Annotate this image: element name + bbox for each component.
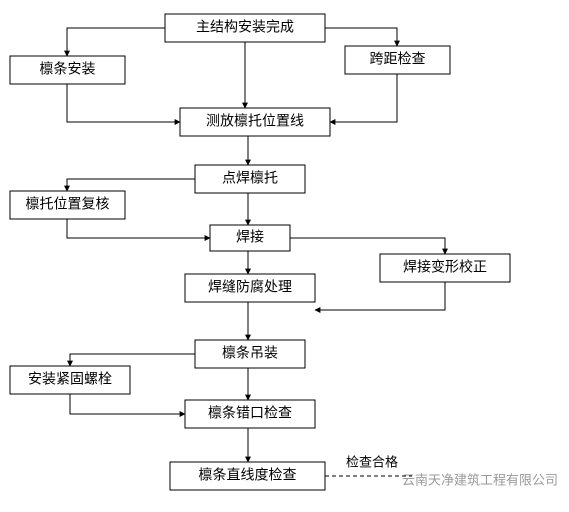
edge [67,179,195,191]
edge [325,28,397,46]
edge [315,282,445,310]
flow-node-n8: 焊接变形校正 [380,254,510,282]
edge-label: 检查合格 [346,455,398,470]
node-label: 焊缝防腐处理 [208,279,292,296]
edge [70,354,195,366]
flow-node-n9: 焊缝防腐处理 [185,274,315,302]
node-label: 焊接变形校正 [403,259,487,276]
node-label: 测放檩托位置线 [206,113,304,130]
edge [290,238,445,254]
node-label: 檩托位置复核 [26,196,110,213]
flow-node-n1: 主结构安装完成 [165,14,325,42]
node-label: 安装紧固螺栓 [28,372,112,388]
watermark-text: 云南天净建筑工程有限公司 [402,473,558,488]
edge [330,74,397,122]
flow-node-n6: 檩托位置复核 [10,191,125,219]
flow-node-n4: 测放檩托位置线 [180,108,330,136]
edge [70,394,185,414]
node-label: 焊接 [236,229,264,246]
edge [67,84,180,122]
edge [67,28,165,56]
node-label: 檩条直线度检查 [199,467,297,484]
node-label: 檩条吊装 [222,345,278,362]
node-label: 主结构安装完成 [196,20,294,36]
node-label: 点焊檩托 [222,170,278,187]
flow-node-n13: 檩条直线度检查 [170,462,325,490]
node-label: 跨距检查 [370,52,426,68]
flow-node-n5: 点焊檩托 [195,165,305,193]
flow-node-n12: 檩条错口检查 [185,400,315,428]
flow-node-n7: 焊接 [210,225,290,251]
node-label: 檩条安装 [40,61,96,78]
edge [67,219,210,238]
flow-node-n11: 安装紧固螺栓 [10,366,130,394]
flow-node-n3: 跨距检查 [345,46,450,74]
flow-node-n2: 檩条安装 [10,56,125,84]
node-label: 檩条错口检查 [208,405,292,422]
flow-node-n10: 檩条吊装 [195,340,305,368]
